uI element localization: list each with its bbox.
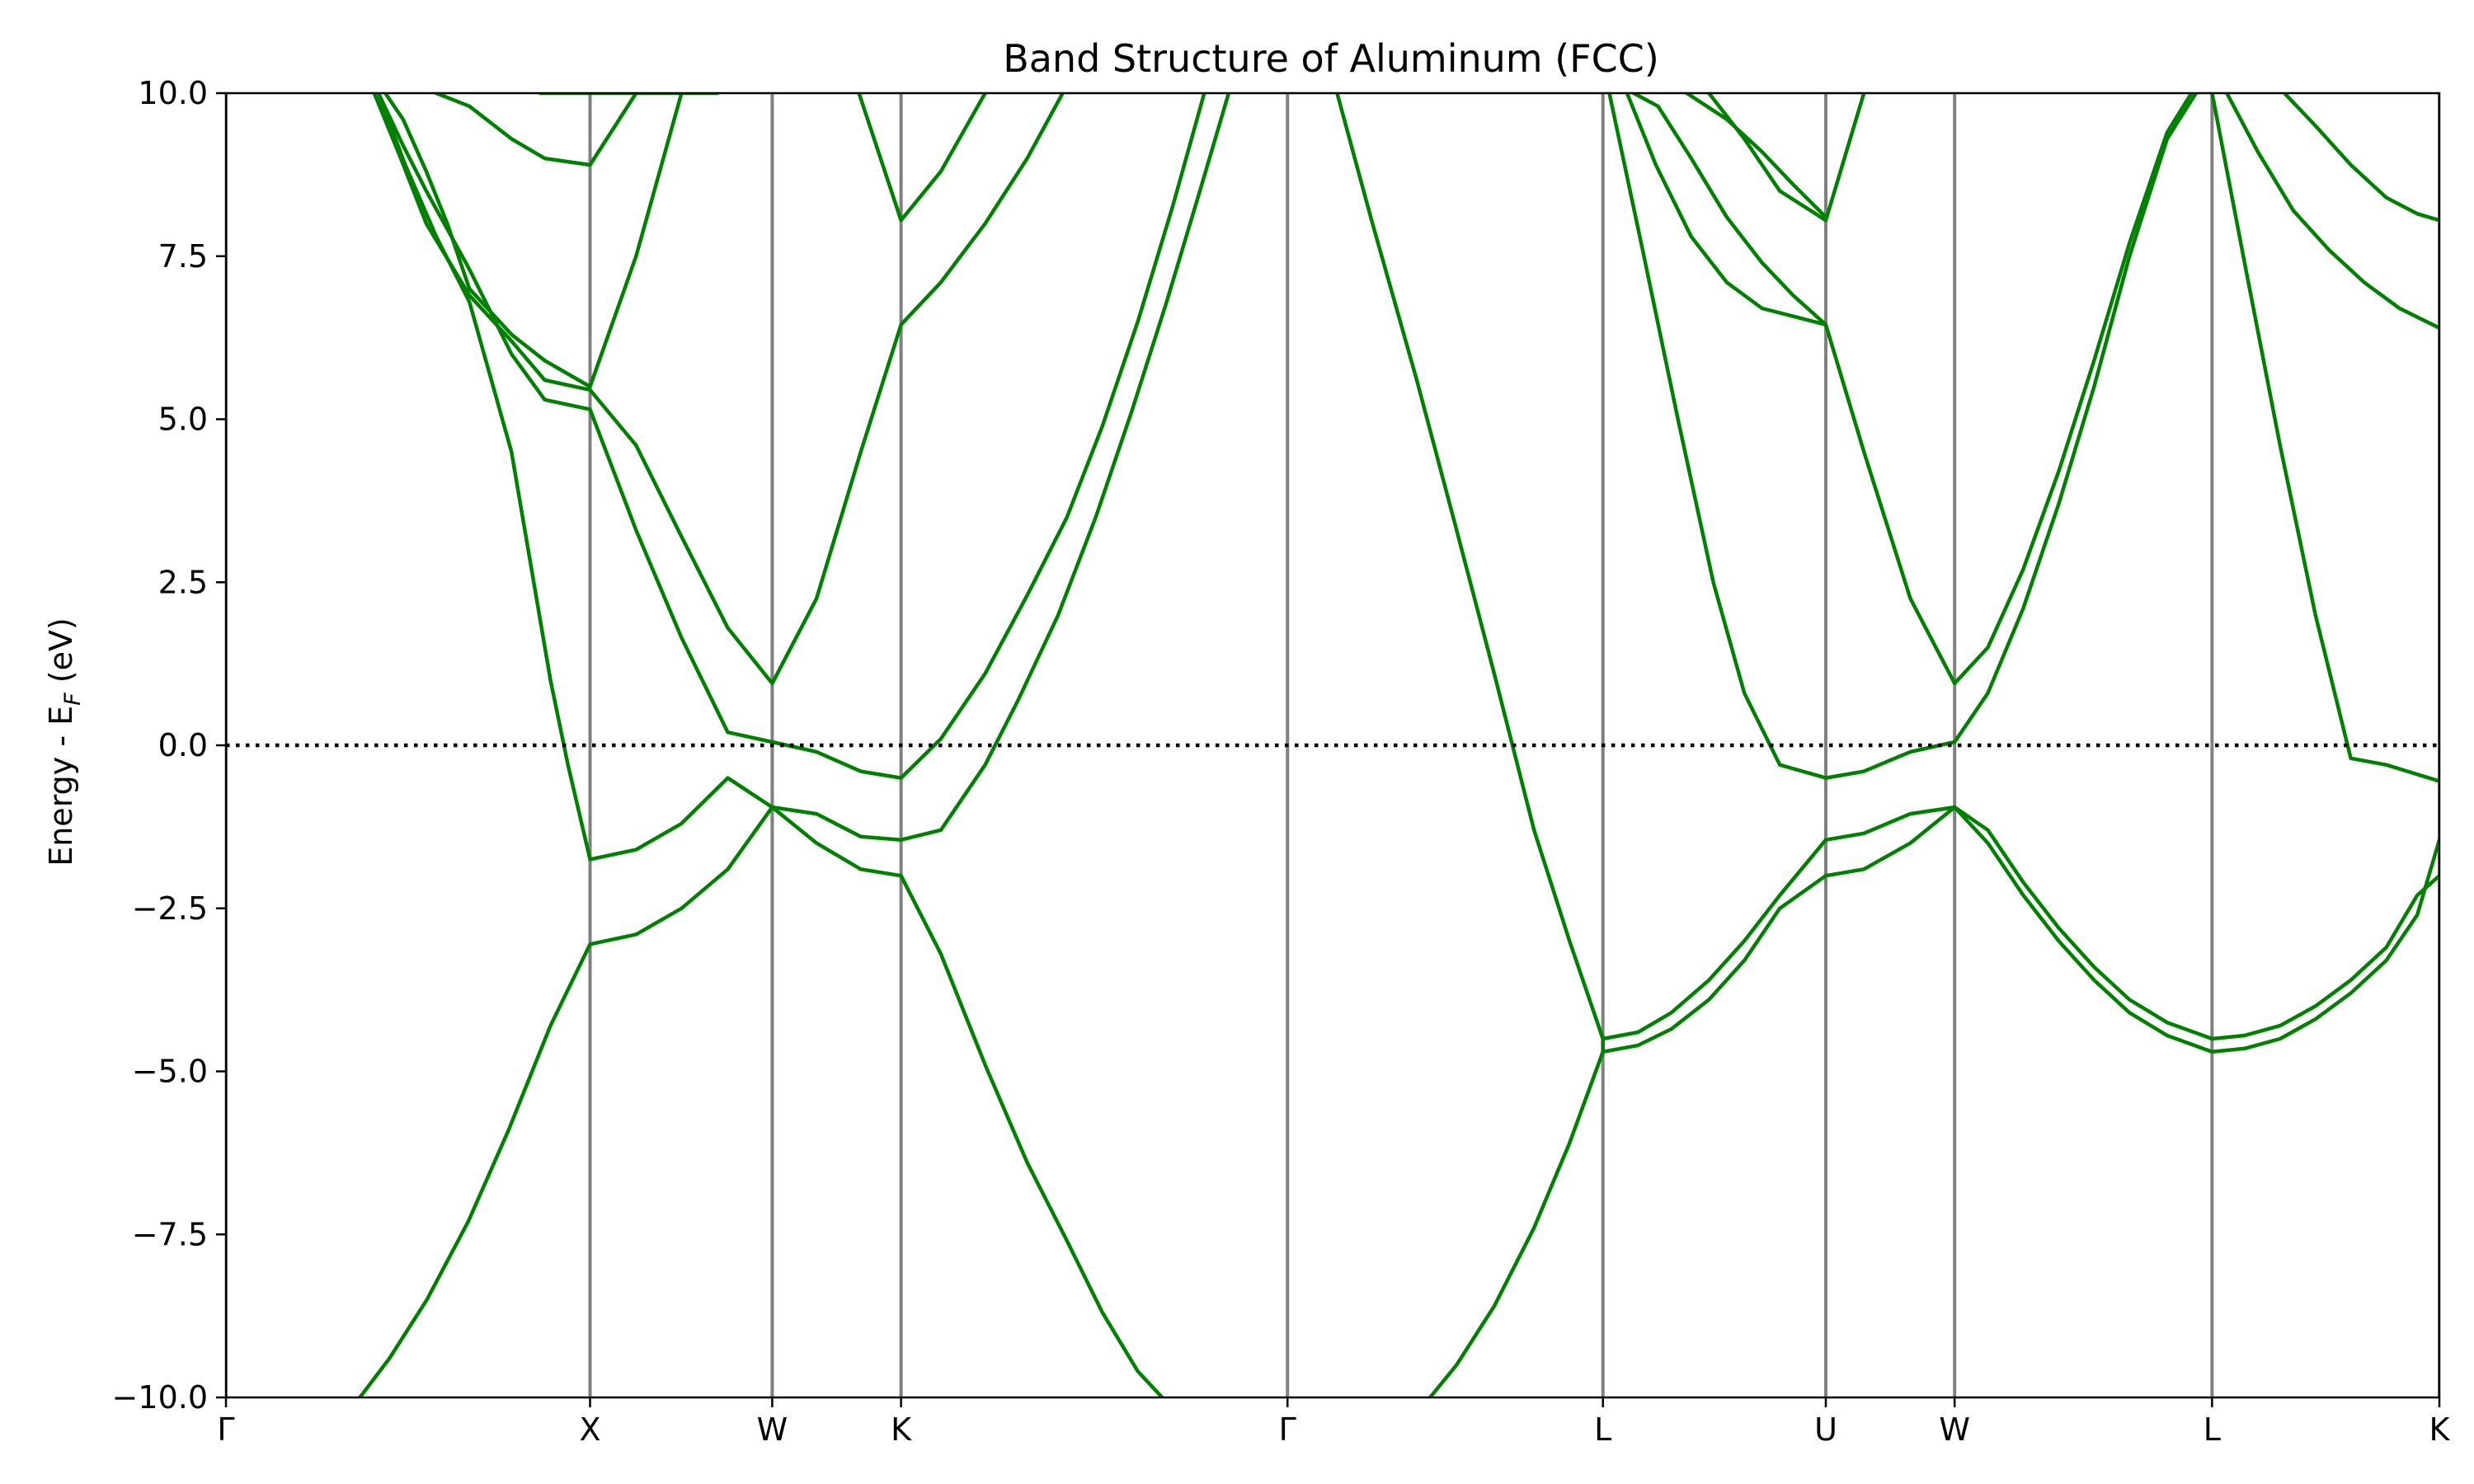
band-line-11 (1601, 805, 2439, 1054)
x-tick-label-1: X (579, 1411, 600, 1448)
plot-area (226, 93, 2439, 1397)
band-line-4 (372, 93, 1065, 686)
band-line-18 (2225, 93, 2439, 331)
band-line-13 (1625, 93, 2194, 686)
x-tick-label-7: W (1939, 1411, 1970, 1448)
band-line-5 (383, 93, 684, 389)
band-line-1 (358, 93, 1231, 1397)
y-tick-label-4: 0.0 (158, 727, 208, 763)
x-tick-label-2: W (757, 1411, 788, 1448)
band-line-3 (376, 93, 1206, 780)
y-axis-label-sub: F (60, 693, 86, 706)
y-axis: −10.0 −7.5 −5.0 −2.5 0.0 2.5 5.0 7.5 10.0 (112, 75, 226, 1416)
y-tick-label-7: 7.5 (158, 238, 208, 275)
y-tick-label-5: 2.5 (158, 564, 208, 600)
x-tick-label-8: L (2204, 1411, 2221, 1448)
y-tick-label-2: −5.0 (132, 1054, 208, 1090)
band-line-12 (1607, 93, 2199, 780)
band-line-16 (1685, 93, 1828, 219)
y-axis-label-main: Energy - E (43, 706, 79, 866)
y-tick-label-0: −10.0 (112, 1379, 208, 1416)
y-axis-label: Energy - EF (eV) (43, 618, 86, 866)
x-tick-label-5: L (1594, 1411, 1611, 1448)
y-tick-label-6: 5.0 (158, 402, 208, 438)
band-line-14 (1631, 93, 1828, 327)
band-line-10 (1601, 805, 2439, 1041)
band-line-17 (2210, 93, 2439, 783)
y-tick-label-3: −2.5 (132, 890, 208, 927)
chart-title: Band Structure of Aluminum (FCC) (1003, 36, 1659, 81)
band-line-6 (434, 93, 638, 167)
x-tick-label-9: K (2429, 1411, 2451, 1448)
y-axis-label-tail: (eV) (43, 618, 79, 693)
band-line-8 (857, 93, 987, 223)
y-tick-label-8: 10.0 (138, 75, 208, 111)
band-line-15 (1707, 93, 1866, 223)
band-line-9 (1335, 93, 1605, 1397)
y-tick-label-1: −7.5 (132, 1216, 208, 1252)
x-tick-label-4: Γ (1279, 1411, 1296, 1448)
band-line-7 (376, 93, 1164, 1397)
band-line-19 (2282, 93, 2439, 223)
x-tick-label-0: Γ (217, 1411, 234, 1448)
plot-frame (224, 92, 2441, 1399)
x-tick-label-3: K (891, 1411, 912, 1448)
x-tick-label-6: U (1814, 1411, 1837, 1448)
